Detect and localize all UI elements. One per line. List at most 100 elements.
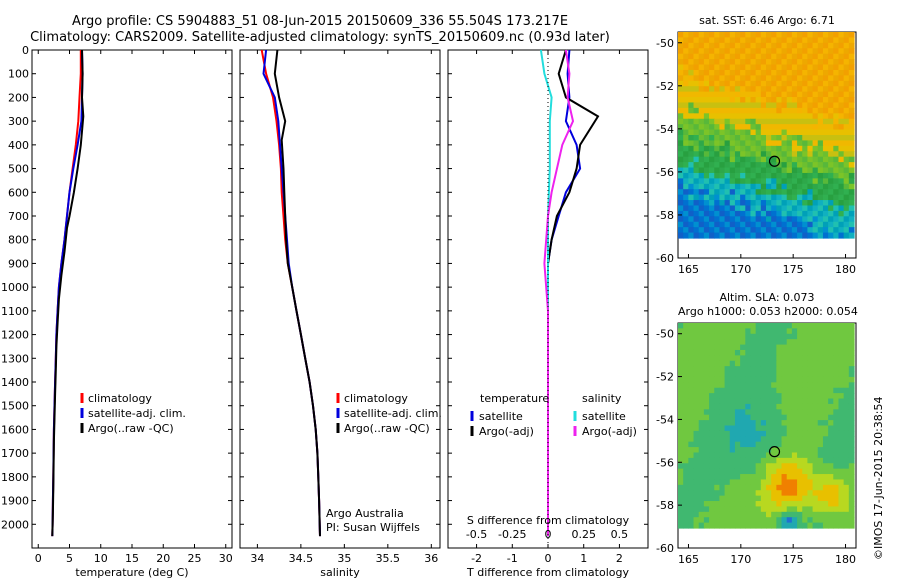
temperature-ytick-label: 1200: [1, 329, 29, 342]
sst-map-ytick-label: -52: [656, 80, 674, 93]
sla-map-cell: [714, 366, 721, 373]
sst-map-cell: [719, 32, 726, 39]
sst-map-cell: [745, 113, 752, 120]
sla-map-cell: [714, 403, 721, 410]
sst-map-cell: [703, 59, 710, 66]
sla-map-cell: [698, 447, 705, 454]
sst-map-cell: [822, 140, 829, 147]
sla-map-cell: [755, 441, 762, 448]
sst-map-cell: [683, 59, 689, 66]
sla-map-cell: [755, 398, 762, 405]
sst-map-cell: [729, 69, 736, 76]
sst-map-cell: [766, 194, 772, 201]
sst-map-cell: [786, 227, 793, 234]
sst-map-cell: [848, 205, 855, 212]
sla-map-cell: [838, 403, 845, 410]
sla-map-cell: [797, 430, 803, 437]
sla-map-cell: [760, 436, 767, 443]
sla-map-cell: [709, 441, 715, 448]
sst-map-cell: [740, 145, 746, 152]
sst-map-cell: [776, 200, 783, 207]
sla-map-cell: [693, 501, 700, 508]
sla-map-cell: [781, 339, 788, 346]
sla-map-cell: [771, 436, 777, 443]
sla-map-cell: [703, 360, 710, 367]
sla-map-cell: [740, 382, 746, 389]
sst-map-cell: [781, 183, 788, 190]
sst-map-cell: [709, 232, 715, 239]
sla-map-cell: [719, 511, 726, 518]
sst-map-cell: [750, 107, 757, 114]
sst-map-cell: [755, 145, 762, 152]
sst-map-title: sat. SST: 6.46 Argo: 6.71: [699, 14, 835, 27]
sst-map-cell: [766, 42, 772, 49]
sla-map-cell: [683, 495, 689, 502]
temperature-axes-frame: [31, 49, 233, 549]
sla-map-cell: [802, 457, 809, 464]
sla-map-cell: [848, 441, 855, 448]
sst-map-cell: [838, 118, 845, 125]
sst-map-cell: [724, 107, 731, 114]
sst-map-cell: [848, 118, 855, 125]
sst-map-cell: [802, 107, 809, 114]
sla-map-cell: [745, 511, 752, 518]
sla-map-ytick-label: -52: [656, 371, 674, 384]
sla-map-cell: [724, 506, 731, 513]
sst-map-cell: [750, 91, 757, 98]
sst-map-cell: [848, 48, 855, 55]
sla-map-cell: [797, 425, 803, 432]
sla-map-cell: [745, 387, 752, 394]
sst-map-cell: [776, 232, 783, 239]
sla-map-cell: [755, 360, 762, 367]
sst-map-cell: [807, 129, 814, 136]
temperature-ytick-label: 1700: [1, 447, 29, 460]
sla-map-cell: [745, 430, 752, 437]
sst-map-cell: [734, 178, 741, 185]
sst-map-cell: [760, 156, 767, 163]
sst-map-cell: [781, 210, 788, 217]
sla-map-cell: [709, 349, 715, 356]
sla-map-cell: [802, 409, 809, 416]
sla-map-cell: [745, 490, 752, 497]
sst-map-cell: [817, 167, 824, 174]
sla-map-cell: [729, 457, 736, 464]
sla-map-cell: [760, 409, 767, 416]
salinity-xlabel: salinity: [320, 566, 360, 579]
difference-s-xtick-label: 0.25: [571, 528, 596, 541]
sla-map-cell: [750, 517, 757, 524]
sst-map-cell: [797, 59, 803, 66]
sla-map-cell: [791, 436, 798, 443]
sst-map-cell: [797, 167, 803, 174]
sst-map-cell: [750, 151, 757, 158]
sst-map-cell: [703, 194, 710, 201]
sst-map-cell: [724, 151, 731, 158]
difference-xtick-label: 2: [616, 552, 623, 565]
sst-map-cell: [719, 200, 726, 207]
sst-map-cell: [734, 200, 741, 207]
sst-map-cell: [693, 129, 700, 136]
sst-map-cell: [781, 59, 788, 66]
sla-map-cell: [729, 436, 736, 443]
sla-map-cell: [760, 490, 767, 497]
sst-map-xtick-label: 170: [730, 263, 751, 276]
sst-map-cell: [786, 145, 793, 152]
sst-map-cell: [797, 69, 803, 76]
sla-map-cell: [703, 414, 710, 421]
sla-map-cell: [848, 376, 855, 383]
sst-map-cell: [678, 124, 684, 131]
sst-map-cell: [698, 221, 705, 228]
sla-map-cell: [750, 414, 757, 421]
sst-map-cell: [807, 37, 814, 44]
sst-map-cell: [822, 227, 829, 234]
sst-map-cell: [843, 124, 850, 131]
sst-map-cell: [734, 69, 741, 76]
sla-map-cell: [683, 393, 689, 400]
sla-map-cell: [750, 506, 757, 513]
sst-map-cell: [828, 48, 834, 55]
sla-map-cell: [817, 490, 824, 497]
sla-map-cell: [719, 468, 726, 475]
sst-map-cell: [843, 183, 850, 190]
sla-map-cell: [709, 387, 715, 394]
sla-map-cell: [729, 447, 736, 454]
sla-map-cell: [688, 474, 695, 481]
